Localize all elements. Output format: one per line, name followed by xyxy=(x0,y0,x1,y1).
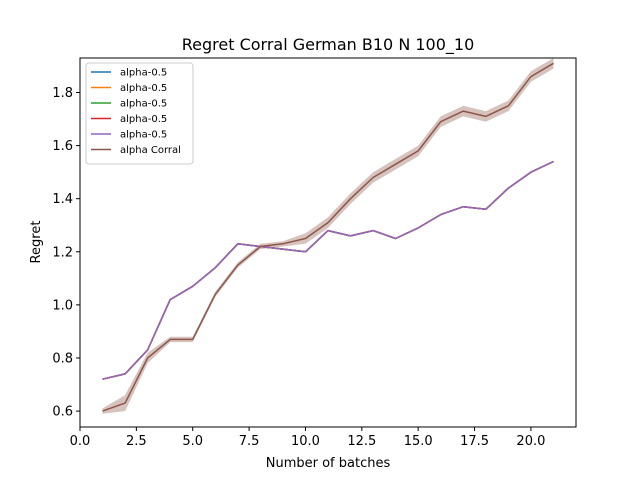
y-axis-label: Regret xyxy=(29,221,44,264)
chart-title: Regret Corral German B10 N 100_10 xyxy=(182,35,475,55)
x-tick-label: 2.5 xyxy=(126,434,147,449)
y-tick-label: 1.2 xyxy=(52,245,73,260)
y-tick-label: 1.4 xyxy=(52,192,73,207)
legend-label-4: alpha-0.5 xyxy=(120,114,167,125)
y-tick-label: 1.0 xyxy=(52,298,73,313)
legend-label-2: alpha-0.5 xyxy=(120,83,167,94)
legend-label-1: alpha-0.5 xyxy=(120,68,167,79)
x-tick-label: 5.0 xyxy=(182,434,203,449)
legend-box xyxy=(85,62,194,165)
series-line-6 xyxy=(102,62,554,412)
legend-label-5: alpha-0.5 xyxy=(120,130,167,141)
x-tick-label: 12.5 xyxy=(347,434,376,449)
y-tick-label: 0.8 xyxy=(52,351,73,366)
series-line-5 xyxy=(102,160,554,380)
x-tick-label: 10.0 xyxy=(291,434,320,449)
x-axis-ticks: 0.0 2.5 5.0 7.5 10.0 12.5 15.0 17.5 20.0 xyxy=(70,427,545,449)
y-tick-label: 0.6 xyxy=(52,405,73,420)
legend: alpha-0.5 alpha-0.5 alpha-0.5 alpha-0.5 alph… xyxy=(85,62,194,165)
y-axis-ticks: 0.6 0.8 1.0 1.2 1.4 1.6 1.8 xyxy=(52,86,80,420)
x-tick-label: 15.0 xyxy=(404,434,433,449)
x-tick-label: 17.5 xyxy=(460,434,489,449)
series-lines xyxy=(102,62,554,412)
x-tick-label: 0.0 xyxy=(70,434,91,449)
x-tick-label: 7.5 xyxy=(239,434,260,449)
y-tick-label: 1.6 xyxy=(52,139,73,154)
legend-label-6: alpha Corral xyxy=(120,145,181,156)
x-axis-label: Number of batches xyxy=(266,456,391,471)
plot-frame xyxy=(79,57,577,428)
y-tick-label: 1.8 xyxy=(52,86,73,101)
x-tick-label: 20.0 xyxy=(516,434,545,449)
legend-label-3: alpha-0.5 xyxy=(120,99,167,110)
